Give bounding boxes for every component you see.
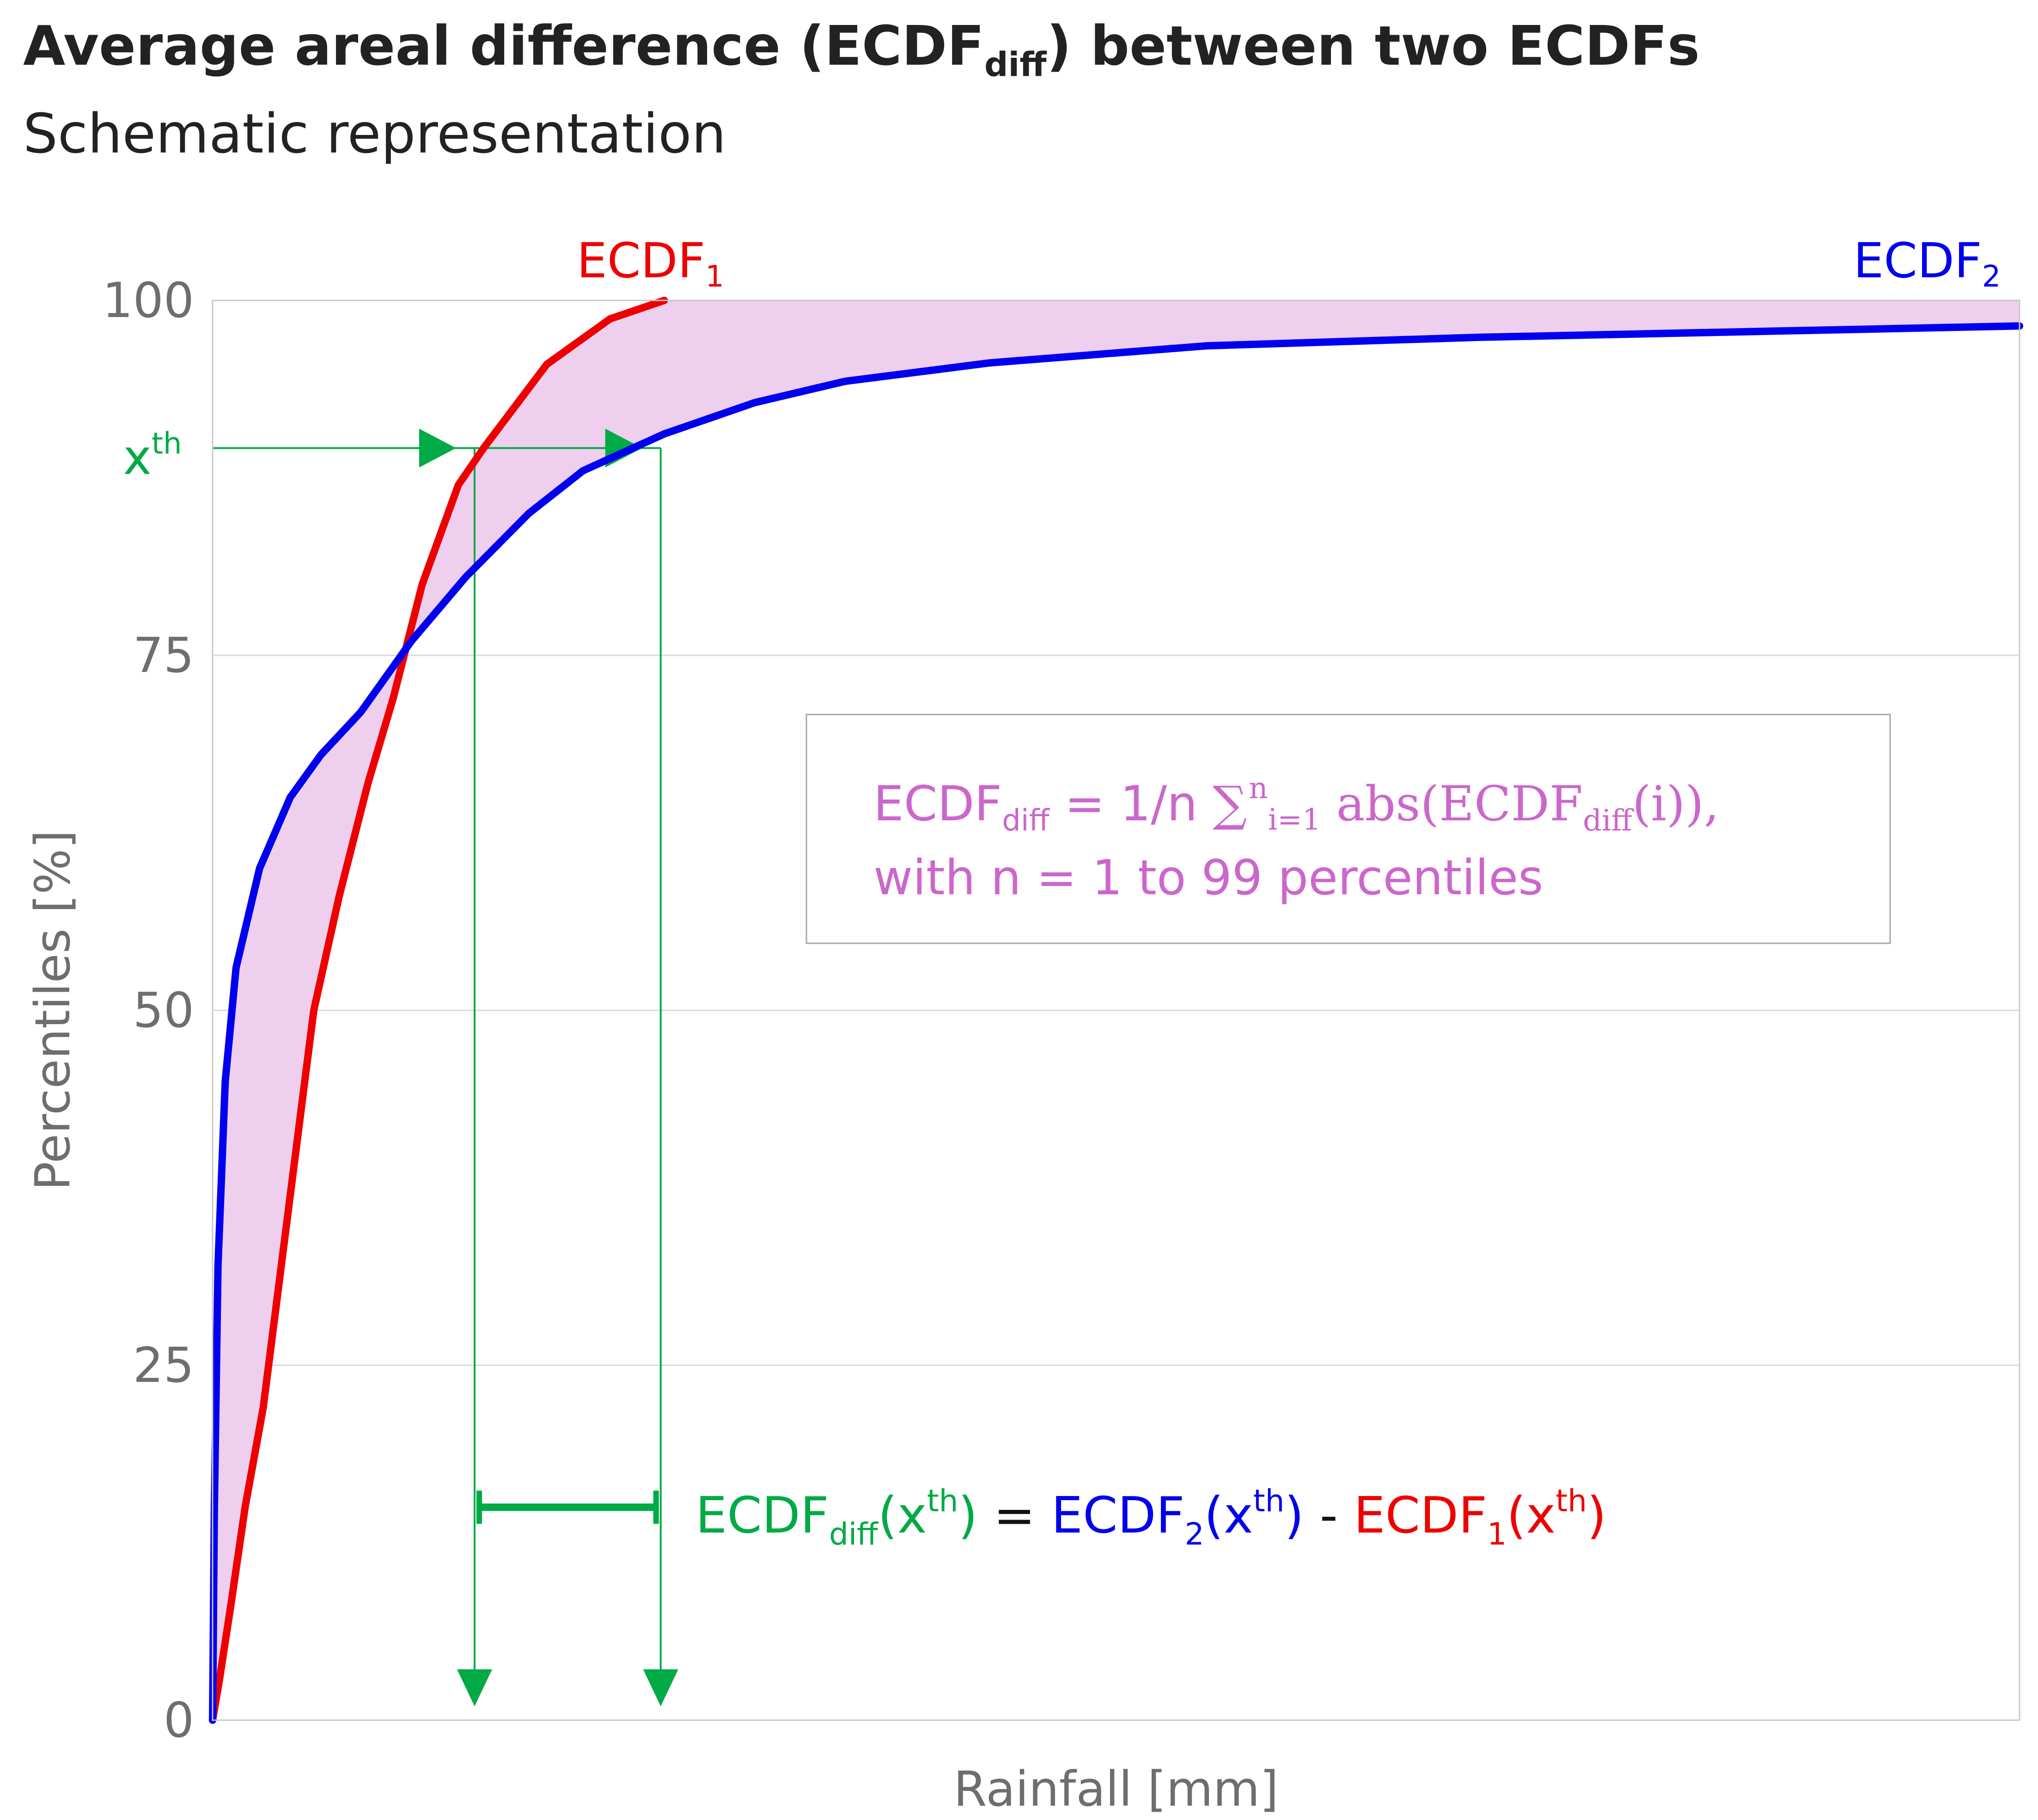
y-tick-labels: 0 25 50 75 100 [102,272,194,1748]
y-tick-label: 100 [102,272,194,329]
ecdf1-line [209,297,668,1724]
y-tick-label: 25 [133,1337,194,1393]
y-tick-label: 0 [164,1692,194,1748]
y-axis-label: Percentiles [%] [24,830,81,1191]
formula-line-2: with n = 1 to 99 percentiles [873,849,1543,906]
arrowhead-right-icon [419,428,456,468]
y-tick-label: 50 [133,982,194,1038]
y-tick-label: 75 [133,627,194,684]
formula-line-1: ECDFdiff = 1/n ∑ni=1 abs(ECDFdiff(i)), [873,771,1719,838]
arrowhead-down-icon [457,1669,492,1706]
chart-title: Average areal difference (ECDFdiff) betw… [23,14,1700,84]
arrowhead-down-icon [643,1669,678,1706]
ecdf1-label: ECDF1 [577,232,724,294]
difference-equation: ECDFdiff(xth) = ECDF2(xth) - ECDF1(xth) [696,1483,1606,1552]
x-axis-label: Rainfall [mm] [953,1761,1278,1817]
formula-box [805,714,1891,944]
ecdf2-line [209,322,2023,1724]
plot-frame [212,299,2020,1721]
ecdf2-label: ECDF2 [1854,232,2001,294]
xth-label: xth [123,427,182,485]
chart-subtitle: Schematic representation [23,102,726,165]
